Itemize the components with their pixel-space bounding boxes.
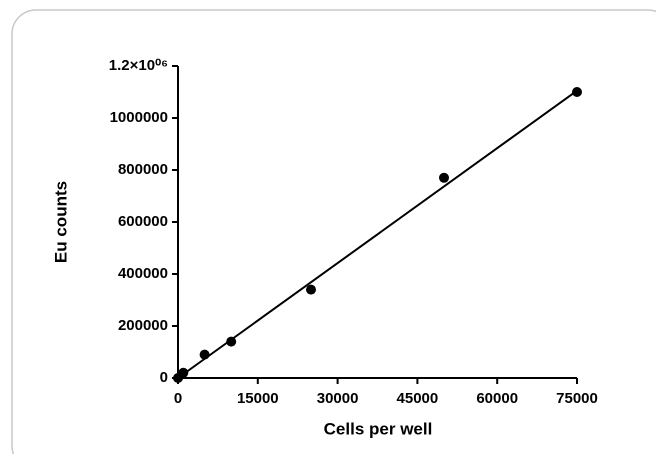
data-point: [572, 87, 582, 97]
y-tick-label: 600000: [118, 213, 168, 230]
x-tick-label: 60000: [476, 390, 518, 407]
data-point: [306, 284, 316, 295]
y-axis-label: Eu counts: [51, 181, 70, 263]
x-tick-label: 15000: [237, 390, 279, 407]
x-tick-label: 0: [174, 390, 182, 407]
y-tick-label: 1000000: [110, 109, 168, 126]
data-point: [439, 172, 449, 183]
x-axis-label: Cells per well: [324, 419, 433, 438]
fit-line: [177, 89, 578, 379]
y-tick-label: 200000: [118, 317, 168, 334]
y-tick-label: 800000: [118, 161, 168, 178]
y-tick-label: 0: [160, 369, 168, 386]
data-point: [178, 367, 189, 378]
x-tick-label: 45000: [397, 390, 439, 407]
data-point: [199, 349, 210, 360]
x-tick-label: 30000: [317, 390, 359, 407]
frame: [11, 9, 656, 459]
data-point: [226, 336, 237, 347]
y-tick-label: 1.2×10⁰⁶: [109, 57, 168, 74]
x-tick-label: 75000: [556, 390, 598, 407]
y-tick-label: 400000: [118, 265, 168, 282]
